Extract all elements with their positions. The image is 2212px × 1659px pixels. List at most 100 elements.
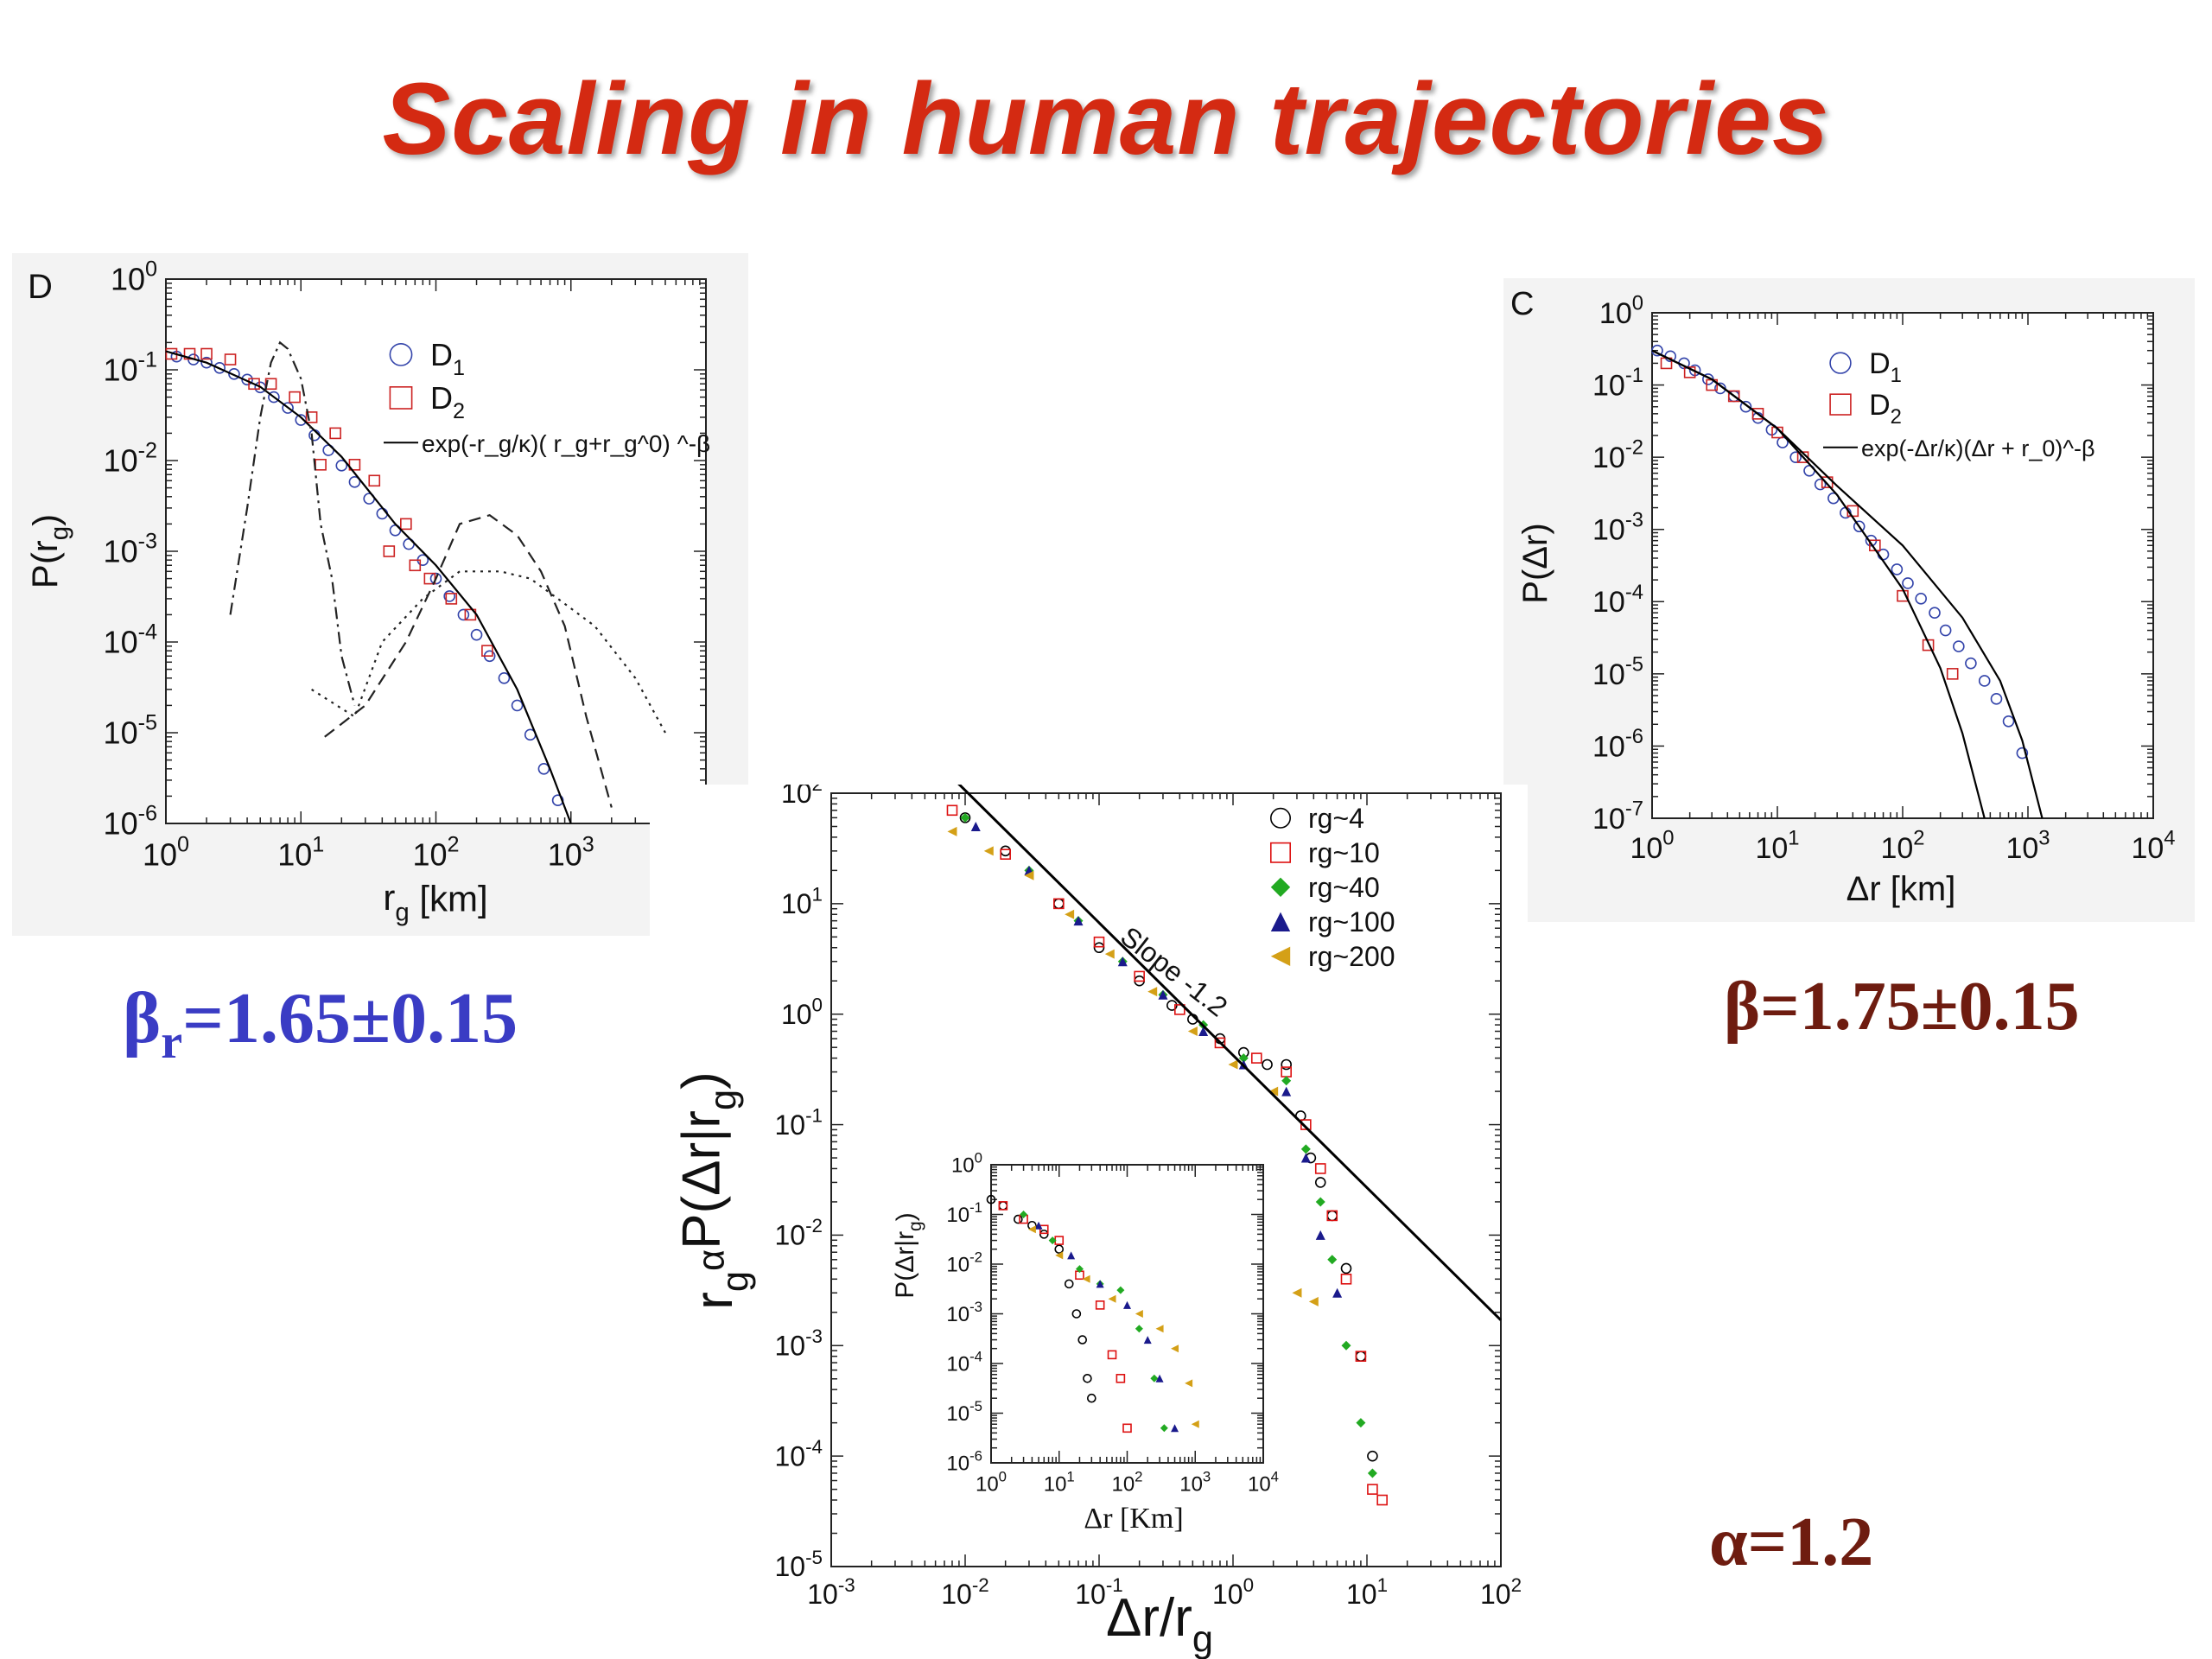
c-x-tick-label: 100: [1630, 827, 1674, 865]
m-y-tick-label: 10-1: [774, 1104, 823, 1140]
m-y-tick-label: 10-3: [774, 1325, 823, 1361]
inset-rg-4-point: [1014, 1214, 1023, 1224]
m-rg-4-point: [1262, 1058, 1273, 1071]
m-rg-4-point: [1340, 1262, 1352, 1274]
inset-x-tick-label: 104: [1248, 1469, 1279, 1497]
m-rg-100-point: [1117, 957, 1128, 967]
m-rg-10-point: [1134, 970, 1145, 982]
m-rg-40-point: [1281, 1076, 1292, 1086]
c-y-tick-label: 100: [1599, 292, 1643, 330]
c-d1-point: [2002, 715, 2015, 728]
c-d2-point: [1946, 668, 1959, 680]
c-y-tick-label: 10-3: [1592, 508, 1643, 546]
m-legend-4-marker: [1270, 946, 1291, 966]
inset-rg-40-point: [1020, 1211, 1028, 1218]
c-d1-point: [1814, 478, 1827, 491]
m-rg-4-point: [1314, 1177, 1326, 1188]
m-rg-10-point: [1214, 1037, 1226, 1049]
panel-letter-d: D: [28, 268, 53, 306]
inset-rg-100-point: [1143, 1336, 1152, 1344]
m-rg-4-point: [1093, 942, 1105, 954]
d-d1-point: [228, 368, 240, 380]
inset-rg-4-point: [986, 1194, 996, 1205]
c-y-axis-label: P(Δr): [1516, 523, 1554, 603]
d-fit-line: [165, 350, 572, 824]
c-fit-2-line: [1651, 349, 2044, 819]
m-rg-100-point: [1073, 916, 1084, 926]
d-d1-point: [335, 460, 348, 472]
d-d1-point: [498, 671, 511, 684]
m-rg-4-point: [1367, 1450, 1378, 1462]
inset-rg-40-point: [1116, 1286, 1125, 1294]
m-y-axis-label: rgαP(Δr|rg): [671, 1071, 756, 1310]
d-d2-point: [329, 427, 341, 440]
d-dashed-line: [324, 514, 613, 808]
inset-y-tick-label: 10-6: [946, 1448, 982, 1476]
chart-collapse-svg: 10-3 10-2 10-1 100 101 102 102 101 100 10-1 10-2 10…: [671, 785, 1522, 1659]
m-x-tick-label: 10-3: [807, 1574, 855, 1610]
inset-y-tick-label: 100: [951, 1150, 982, 1178]
c-d2-point: [1751, 408, 1764, 420]
m-rg-200-point: [1187, 1027, 1198, 1037]
m-rg-10-point: [1355, 1351, 1367, 1362]
inset-rg-4-point: [1083, 1374, 1092, 1383]
d-legend-1-marker: [389, 386, 413, 410]
m-rg-200-point: [983, 846, 994, 856]
c-legend-2-label: exp(-Δr/κ)(Δr + r_0)^-β: [1861, 435, 2095, 461]
m-rg-40-point: [1356, 1418, 1366, 1428]
inset-rg-10-point: [1116, 1374, 1126, 1383]
d-y-tick-label: 10-5: [104, 710, 157, 750]
inset-rg-100-point: [1123, 1300, 1131, 1309]
c-y-tick-label: 10-2: [1592, 436, 1643, 474]
m-rg-10-point: [1367, 1484, 1378, 1495]
inset-rg-40-point: [1048, 1236, 1057, 1245]
d-d2-point: [368, 474, 381, 487]
m-rg-10-point: [1250, 1052, 1262, 1064]
m-rg-10-point: [1053, 898, 1065, 910]
c-x-tick-label: 102: [1880, 827, 1924, 865]
m-rg-40-point: [1300, 1144, 1311, 1154]
beta-annotation: β=1.75±0.15: [1724, 969, 2080, 1045]
beta-r-value: =1.65±0.15: [182, 978, 518, 1058]
c-d1-point: [1902, 577, 1914, 589]
inset-rg-4-point: [1077, 1335, 1088, 1344]
inset-x-axis-label: Δr [Km]: [1084, 1503, 1183, 1535]
d-d1-point: [200, 356, 213, 369]
d-y-tick-label: 10-2: [104, 438, 157, 478]
c-d1-point: [1891, 563, 1904, 575]
c-x-tick-label: 104: [2131, 827, 2175, 865]
inset-y-axis-label: P(Δr|rg): [891, 1212, 925, 1299]
m-y-tick-label: 102: [781, 785, 823, 809]
m-rg-40-point: [1367, 1468, 1377, 1478]
inset-y-tick-label: 10-3: [946, 1299, 982, 1326]
inset-rg-200-point: [1082, 1274, 1090, 1283]
d-x-tick-label: 101: [277, 832, 324, 872]
inset-rg-40-point: [1160, 1424, 1168, 1433]
d-d1-point: [470, 628, 483, 641]
inset-rg-100-point: [1171, 1424, 1179, 1433]
inset-y-tick-label: 10-5: [946, 1398, 982, 1426]
c-legend-0-marker: [1829, 352, 1852, 374]
m-rg-10-point: [1376, 1494, 1388, 1506]
d-d2-point: [264, 378, 277, 391]
d-x-tick-label: 103: [548, 832, 594, 872]
m-rg-200-point: [1024, 870, 1034, 880]
d-x-tick-label: 100: [143, 832, 189, 872]
inset-rg-4-point: [1087, 1393, 1096, 1403]
m-rg-100-point: [1198, 1027, 1209, 1037]
c-x-tick-label: 101: [1755, 827, 1799, 865]
c-d1-point: [1965, 657, 1977, 670]
c-y-tick-label: 10-1: [1592, 364, 1643, 402]
m-rg-40-point: [1341, 1340, 1351, 1351]
m-legend-1-marker: [1269, 842, 1291, 863]
c-d2-point: [1683, 366, 1696, 378]
c-legend-0-label: D1: [1869, 347, 1902, 387]
c-d1-point: [1939, 624, 1952, 637]
m-legend-0-label: rg~4: [1308, 803, 1364, 834]
c-legend-1-label: D2: [1869, 389, 1902, 429]
inset-rg-4-point: [1064, 1279, 1074, 1289]
d-d2-point: [348, 459, 361, 471]
inset-y-tick-label: 10-2: [946, 1249, 982, 1277]
inset-rg-100-point: [1067, 1251, 1076, 1260]
c-y-tick-label: 10-4: [1592, 581, 1643, 619]
